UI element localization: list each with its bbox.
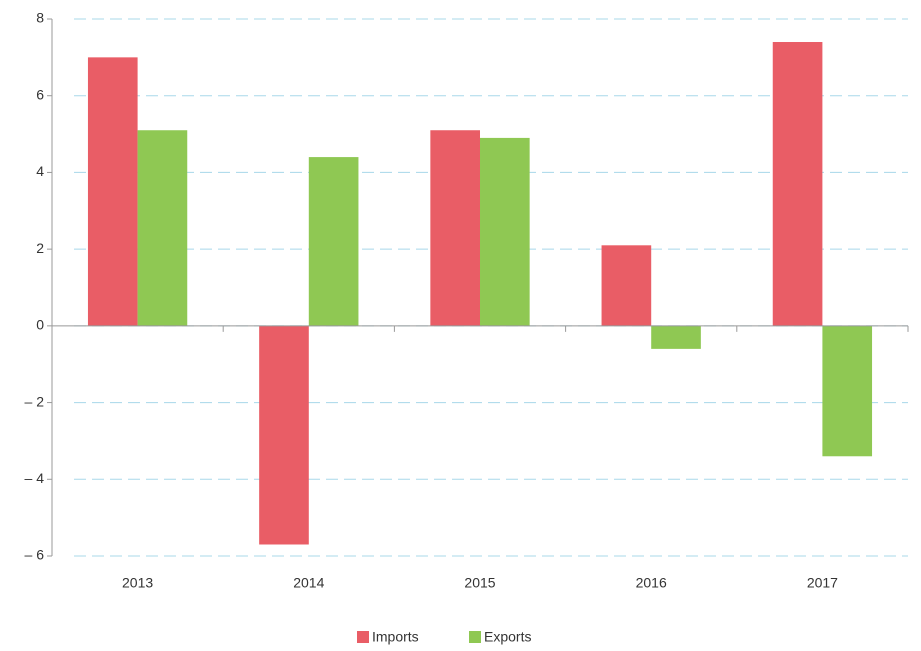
- x-tick-label: 2014: [293, 575, 324, 591]
- y-tick-label: – 4: [25, 470, 45, 486]
- bar: [480, 137, 530, 326]
- legend-swatch: [357, 631, 369, 643]
- y-tick-label: – 6: [25, 547, 45, 563]
- y-tick-label: 2: [36, 240, 44, 256]
- bar: [601, 245, 652, 326]
- bar: [87, 57, 138, 326]
- legend-label: Imports: [372, 629, 419, 645]
- y-tick-label: 8: [36, 10, 44, 26]
- x-tick-label: 2015: [464, 575, 495, 591]
- bar: [651, 325, 701, 349]
- y-tick-label: 0: [36, 317, 44, 333]
- y-tick-label: 4: [36, 163, 44, 179]
- x-tick-label: 2013: [122, 575, 153, 591]
- bar: [259, 325, 309, 545]
- legend-swatch: [469, 631, 481, 643]
- x-tick-label: 2017: [807, 575, 838, 591]
- y-tick-label: 6: [36, 86, 44, 102]
- bar: [137, 130, 188, 326]
- bar: [430, 130, 480, 326]
- legend-label: Exports: [484, 629, 531, 645]
- bar: [308, 157, 359, 326]
- y-tick-label: – 2: [25, 393, 45, 409]
- x-tick-label: 2016: [636, 575, 667, 591]
- bar: [822, 325, 873, 457]
- bar: [772, 42, 823, 326]
